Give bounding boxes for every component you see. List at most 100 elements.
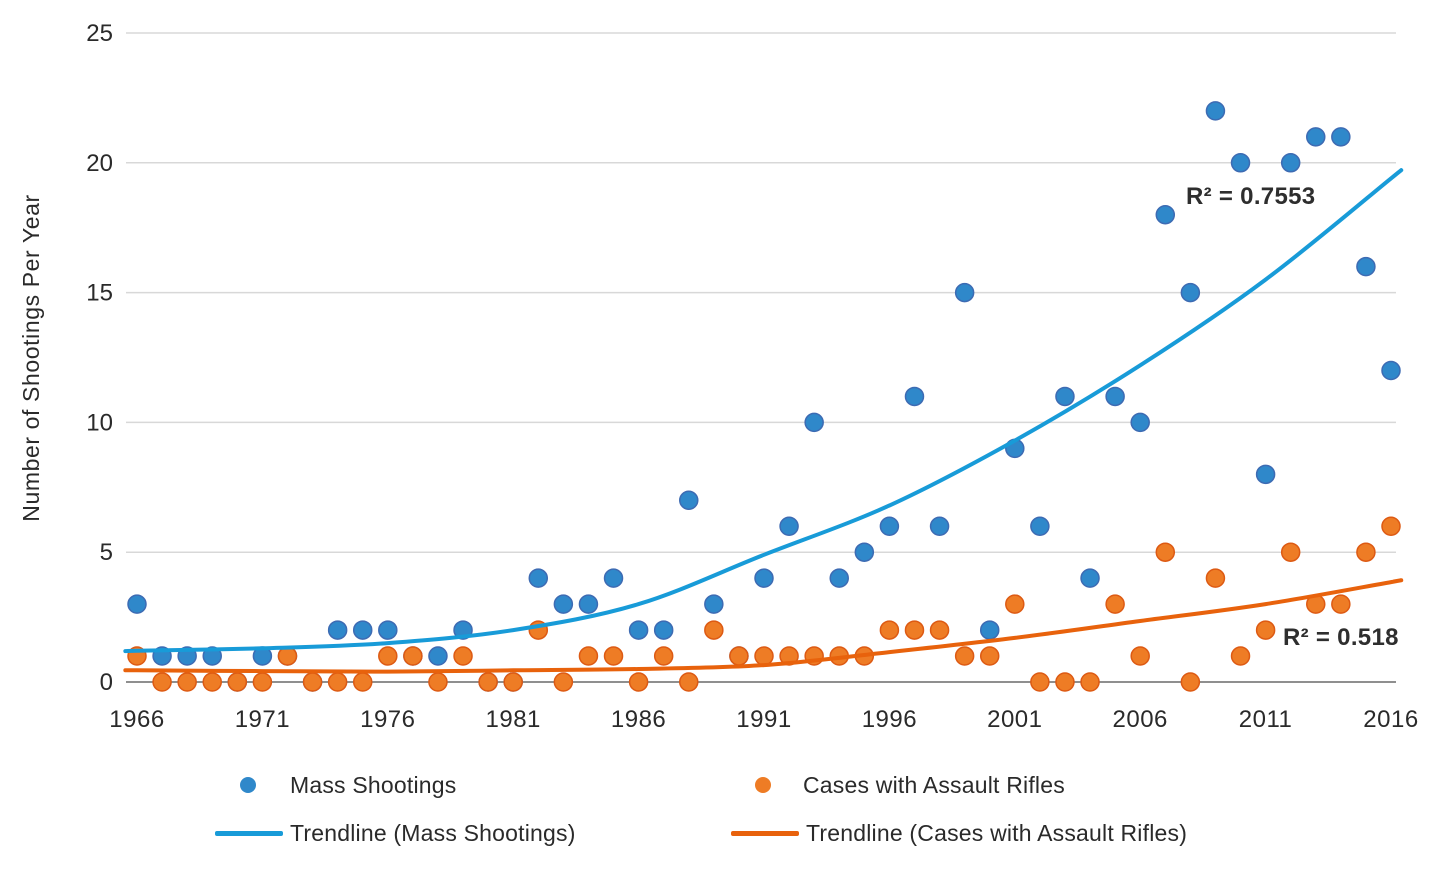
scatter-point-mass-shootings [1356, 256, 1376, 277]
scatter-point-assault-rifles [1280, 542, 1301, 562]
scatter-point-mass-shootings [578, 594, 599, 614]
scatter-point-assault-rifles [1055, 672, 1075, 692]
scatter-point-mass-shootings [327, 620, 348, 640]
scatter-point-assault-rifles [729, 646, 749, 666]
scatter-point-assault-rifles [1130, 646, 1150, 666]
scatter-point-mass-shootings [829, 568, 849, 588]
scatter-point-mass-shootings [1205, 101, 1226, 121]
legend-label: Cases with Assault Rifles [803, 771, 1065, 798]
scatter-point-assault-rifles [904, 620, 925, 640]
scatter-point-mass-shootings [1255, 464, 1276, 485]
scatter-point-assault-rifles [352, 672, 373, 692]
mass-shootings-marker-icon [240, 777, 256, 793]
scatter-point-mass-shootings [352, 620, 373, 640]
y-axis-label: Number of Shootings Per Year [18, 194, 44, 522]
scatter-point-mass-shootings [1381, 360, 1401, 381]
trendline-assault-rifles [123, 578, 1404, 674]
scatter-point-assault-rifles [1356, 542, 1376, 562]
assault-rifles-marker-icon [755, 777, 771, 793]
scatter-point-assault-rifles [954, 646, 975, 666]
scatter-point-mass-shootings [1280, 153, 1301, 173]
r-squared-mass-shootings: R² = 0.7553 [1186, 183, 1316, 210]
scatter-point-assault-rifles [679, 672, 699, 692]
scatter-point-assault-rifles [1155, 542, 1176, 562]
x-tick-label: 2001 [987, 706, 1042, 733]
scatter-point-mass-shootings [1180, 282, 1201, 303]
scatter-point-mass-shootings [127, 594, 147, 614]
scatter-point-assault-rifles [1030, 672, 1050, 692]
y-tick-label: 15 [86, 280, 113, 307]
scatter-point-mass-shootings [704, 594, 724, 614]
scatter-point-assault-rifles [603, 646, 624, 666]
scatter-point-assault-rifles [653, 646, 674, 666]
x-tick-label: 1996 [862, 706, 917, 733]
scatter-point-assault-rifles [202, 672, 222, 692]
scatter-point-assault-rifles [503, 672, 523, 692]
legend-item-assault-rifles: Cases with Assault Rifles [755, 770, 1065, 800]
scatter-point-mass-shootings [1331, 127, 1351, 147]
scatter-point-assault-rifles [1080, 672, 1100, 692]
scatter-point-assault-rifles [428, 672, 448, 692]
x-tick-label: 1981 [486, 706, 541, 733]
scatter-point-mass-shootings [954, 282, 975, 303]
scatter-point-mass-shootings [1306, 127, 1326, 147]
x-tick-label: 1971 [235, 706, 290, 733]
scatter-point-assault-rifles [1331, 594, 1351, 614]
scatter-point-mass-shootings [679, 490, 699, 511]
scatter-point-assault-rifles [1381, 516, 1401, 536]
r-squared-assault-rifles: R² = 0.518 [1283, 624, 1399, 651]
legend-item-mass-shootings: Mass Shootings [240, 770, 456, 800]
scatter-point-mass-shootings [904, 386, 925, 407]
scatter-point-mass-shootings [854, 542, 875, 562]
scatter-point-mass-shootings [879, 516, 900, 536]
scatter-point-mass-shootings [1080, 568, 1100, 588]
scatter-point-mass-shootings [428, 646, 448, 666]
scatter-point-assault-rifles [704, 620, 724, 640]
legend-item-trendline-assault-rifles: Trendline (Cases with Assault Rifles) [731, 818, 1187, 848]
scatter-point-mass-shootings [528, 568, 549, 588]
scatter-point-assault-rifles [478, 672, 498, 692]
scatter-point-assault-rifles [252, 672, 273, 692]
scatter-point-assault-rifles [453, 646, 473, 666]
scatter-point-mass-shootings [1105, 386, 1125, 407]
legend-label: Mass Shootings [290, 771, 457, 798]
y-tick-label: 10 [86, 409, 113, 436]
scatter-point-assault-rifles [578, 646, 599, 666]
scatter-point-assault-rifles [929, 620, 950, 640]
x-tick-label: 1991 [736, 706, 791, 733]
scatter-point-assault-rifles [628, 672, 649, 692]
y-tick-label: 20 [86, 150, 113, 177]
x-tick-label: 1976 [360, 706, 415, 733]
scatter-point-mass-shootings [1130, 412, 1150, 433]
scatter-point-mass-shootings [628, 620, 649, 640]
scatter-point-mass-shootings [653, 620, 674, 640]
trendline-orange-swatch-icon [731, 830, 799, 836]
trendline-mass-shootings [123, 168, 1404, 654]
scatter-point-mass-shootings [804, 412, 824, 433]
scatter-point-mass-shootings [1055, 386, 1075, 407]
scatter-point-mass-shootings [553, 594, 574, 614]
scatter-point-assault-rifles [1255, 620, 1276, 640]
y-tick-label: 5 [100, 539, 113, 566]
scatter-point-assault-rifles [378, 646, 398, 666]
scatter-point-assault-rifles [277, 646, 298, 666]
x-tick-label: 2006 [1113, 706, 1168, 733]
scatter-point-mass-shootings [779, 516, 799, 536]
y-tick-label: 0 [100, 669, 113, 696]
scatter-point-assault-rifles [152, 672, 172, 692]
y-tick-label: 25 [86, 20, 113, 47]
scatter-point-assault-rifles [1230, 646, 1251, 666]
scatter-point-mass-shootings [1155, 204, 1176, 225]
scatter-point-mass-shootings [754, 568, 774, 588]
x-tick-label: 1966 [109, 706, 164, 733]
legend-label: Trendline (Cases with Assault Rifles) [806, 819, 1188, 846]
legend-label: Trendline (Mass Shootings) [290, 819, 576, 846]
scatter-point-assault-rifles [177, 672, 197, 692]
scatter-point-assault-rifles [1205, 568, 1226, 588]
scatter-point-assault-rifles [1180, 672, 1201, 692]
scatter-point-assault-rifles [979, 646, 1000, 666]
x-tick-label: 1986 [611, 706, 666, 733]
scatter-point-assault-rifles [227, 672, 248, 692]
